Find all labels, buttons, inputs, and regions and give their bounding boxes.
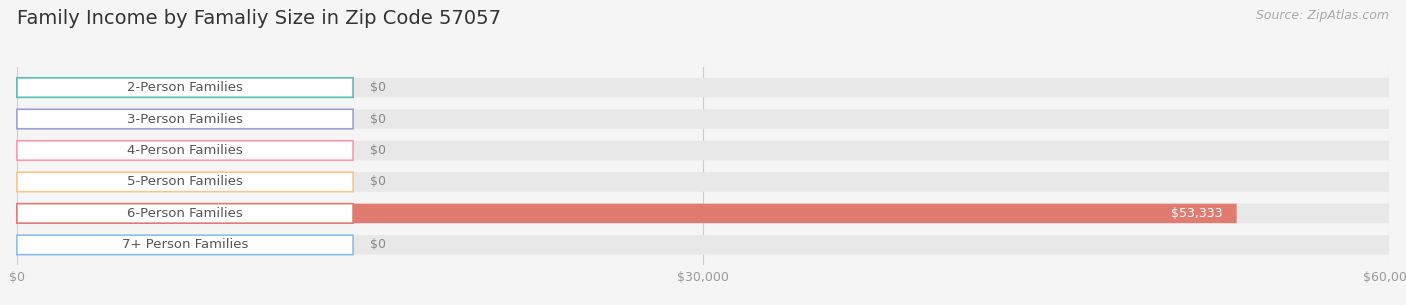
Text: Family Income by Famaliy Size in Zip Code 57057: Family Income by Famaliy Size in Zip Cod…	[17, 9, 501, 28]
Text: $0: $0	[370, 81, 385, 94]
FancyBboxPatch shape	[17, 109, 353, 129]
Text: 4-Person Families: 4-Person Families	[127, 144, 243, 157]
FancyBboxPatch shape	[17, 78, 93, 97]
Text: 5-Person Families: 5-Person Families	[127, 175, 243, 188]
FancyBboxPatch shape	[17, 235, 93, 255]
Text: $0: $0	[370, 144, 385, 157]
Text: 3-Person Families: 3-Person Families	[127, 113, 243, 126]
Text: $0: $0	[370, 239, 385, 251]
Text: 2-Person Families: 2-Person Families	[127, 81, 243, 94]
FancyBboxPatch shape	[17, 109, 1389, 129]
FancyBboxPatch shape	[17, 78, 1389, 97]
FancyBboxPatch shape	[17, 235, 353, 255]
FancyBboxPatch shape	[17, 172, 93, 192]
FancyBboxPatch shape	[17, 235, 1389, 255]
Text: $0: $0	[370, 113, 385, 126]
Text: 7+ Person Families: 7+ Person Families	[122, 239, 249, 251]
FancyBboxPatch shape	[17, 204, 1389, 223]
FancyBboxPatch shape	[17, 109, 93, 129]
Text: $53,333: $53,333	[1171, 207, 1223, 220]
FancyBboxPatch shape	[17, 78, 353, 97]
FancyBboxPatch shape	[17, 172, 353, 192]
FancyBboxPatch shape	[17, 204, 353, 223]
FancyBboxPatch shape	[17, 172, 1389, 192]
Text: $0: $0	[370, 175, 385, 188]
FancyBboxPatch shape	[17, 141, 353, 160]
Text: Source: ZipAtlas.com: Source: ZipAtlas.com	[1256, 9, 1389, 22]
Text: 6-Person Families: 6-Person Families	[127, 207, 243, 220]
FancyBboxPatch shape	[17, 141, 1389, 160]
FancyBboxPatch shape	[17, 141, 93, 160]
FancyBboxPatch shape	[17, 204, 1237, 223]
